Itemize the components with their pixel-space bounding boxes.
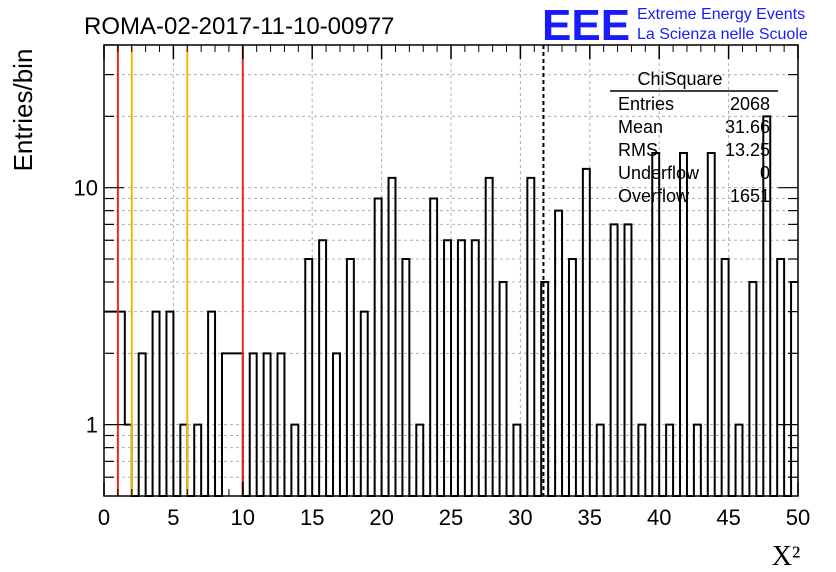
stats-value-underflow: 0 — [760, 163, 770, 183]
x-tick-label: 0 — [98, 505, 110, 530]
logo-line-1: Extreme Energy Events — [637, 6, 805, 23]
stats-label-rms: RMS — [618, 140, 658, 160]
histogram-bars — [104, 115, 798, 497]
x-axis-label: X² — [772, 541, 801, 572]
histogram-outline — [104, 115, 798, 497]
y-tick-label: 10 — [74, 176, 98, 201]
stats-label-overflow: Overflow — [618, 186, 690, 206]
stats-label-underflow: Underflow — [618, 163, 700, 183]
x-tick-label: 20 — [369, 505, 393, 530]
stats-value-mean: 31.66 — [725, 117, 770, 137]
x-tick-label: 15 — [300, 505, 324, 530]
stats-label-entries: Entries — [618, 94, 674, 114]
y-axis-label: Entries/bin — [8, 49, 38, 172]
x-tick-label: 45 — [716, 505, 740, 530]
axis-ticks: 0 5 10 15 20 25 30 35 40 45 50 1 10 — [74, 44, 810, 530]
stats-label-mean: Mean — [618, 117, 663, 137]
eee-logo: EEE — [542, 1, 630, 50]
x-tick-label: 10 — [231, 505, 255, 530]
reference-lines — [116, 45, 545, 496]
x-tick-label: 5 — [167, 505, 179, 530]
stats-value-rms: 13.25 — [725, 140, 770, 160]
x-tick-label: 40 — [647, 505, 671, 530]
x-tick-label: 25 — [439, 505, 463, 530]
x-tick-label: 35 — [578, 505, 602, 530]
stats-value-entries: 2068 — [730, 94, 770, 114]
stats-title: ChiSquare — [637, 69, 722, 89]
run-title: ROMA-02-2017-11-10-00977 — [84, 13, 394, 40]
x-tick-label: 30 — [508, 505, 532, 530]
stats-box: ChiSquare Entries 2068 Mean 31.66 RMS 13… — [610, 69, 778, 206]
x-tick-label: 50 — [786, 505, 810, 530]
stats-value-overflow: 1651 — [730, 186, 770, 206]
y-tick-label: 1 — [86, 413, 98, 438]
logo-line-2: La Scienza nelle Scuole — [637, 26, 808, 43]
